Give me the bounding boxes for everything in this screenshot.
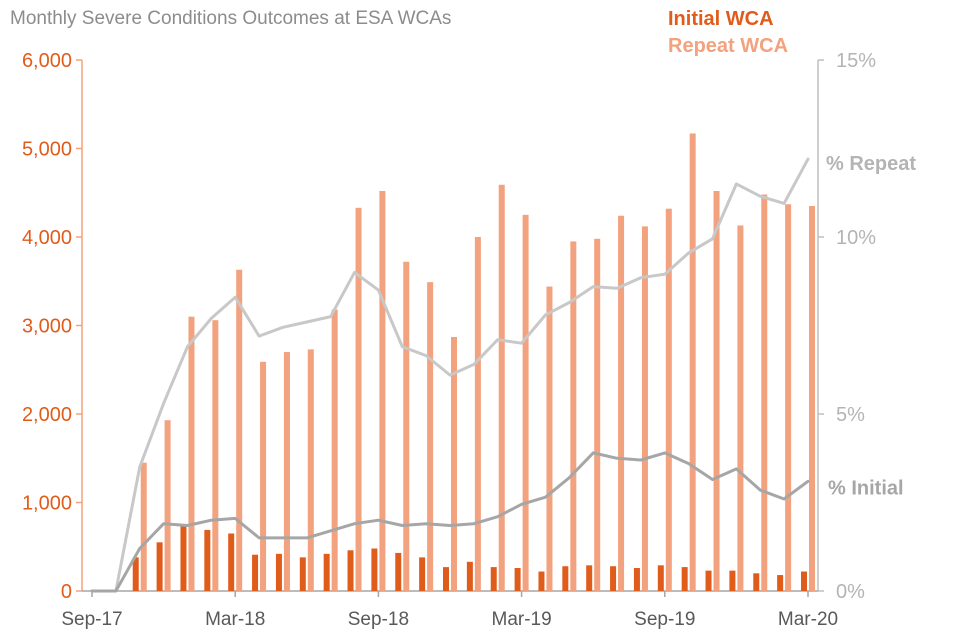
initial-wca-bar [204, 529, 211, 591]
repeat-wca-bar [546, 286, 553, 591]
x-tick-label: Sep-18 [348, 609, 409, 630]
percent-initial-label: % Initial [828, 477, 904, 499]
initial-wca-bar [299, 557, 306, 591]
right-tick-label: 10% [836, 227, 876, 249]
repeat-wca-bar [641, 226, 648, 591]
repeat-wca-bar [689, 133, 696, 591]
right-tick-label: 0% [836, 581, 865, 603]
left-tick-label: 2,000 [22, 404, 72, 426]
repeat-wca-bar [164, 420, 171, 591]
repeat-wca-bar [427, 282, 434, 591]
initial-wca-bar [419, 557, 426, 591]
initial-wca-bar [729, 570, 736, 591]
repeat-wca-bar [331, 309, 338, 591]
initial-wca-bar [586, 565, 593, 591]
initial-wca-bar [443, 567, 449, 591]
initial-wca-bar [132, 557, 139, 591]
left-tick-label: 5,000 [22, 139, 72, 161]
initial-wca-bar [633, 567, 640, 591]
repeat-bars [140, 133, 815, 592]
repeat-wca-bar [355, 207, 362, 592]
initial-bars [132, 526, 807, 591]
initial-wca-bar [705, 570, 712, 591]
initial-wca-bar [538, 571, 545, 591]
left-tick-label: 4,000 [22, 227, 72, 249]
left-tick-label: 3,000 [22, 316, 72, 338]
initial-wca-bar [323, 553, 330, 591]
initial-wca-bar [180, 526, 187, 591]
left-tick-label: 0 [61, 581, 72, 603]
repeat-wca-bar [713, 190, 720, 592]
legend-repeat-wca: Repeat WCA [668, 35, 789, 57]
initial-wca-bar [395, 552, 402, 591]
x-tick-label: Sep-17 [61, 609, 122, 630]
initial-wca-bar [347, 550, 354, 591]
repeat-wca-bar [618, 215, 625, 591]
right-tick-label: 15% [836, 50, 876, 72]
right-tick-label: 5% [836, 404, 865, 426]
repeat-wca-bar [761, 194, 768, 591]
repeat-wca-bar [379, 190, 386, 592]
repeat-wca-bar [594, 238, 601, 591]
percent-initial-line [90, 451, 810, 593]
repeat-wca-bar [212, 320, 219, 591]
tick-labels: 0 1,000 2,000 3,000 4,000 5,000 6,000 0% 5% 10% 15… [22, 50, 916, 630]
percent-repeat-label: % Repeat [826, 153, 916, 175]
initial-wca-bar [371, 548, 378, 591]
initial-wca-bar [681, 567, 688, 591]
x-tick-label: Sep-19 [634, 609, 695, 630]
left-tick-label: 6,000 [22, 50, 72, 72]
repeat-wca-bar [785, 204, 792, 591]
repeat-wca-bar [403, 261, 410, 591]
initial-wca-bar [275, 553, 282, 591]
initial-wca-bar [514, 567, 521, 591]
repeat-wca-bar [809, 206, 815, 591]
initial-wca-bar [156, 542, 163, 591]
repeat-wca-bar [236, 269, 243, 591]
x-tick-label: Mar-20 [778, 609, 838, 630]
repeat-wca-bar [498, 184, 505, 591]
repeat-wca-bar [737, 225, 744, 591]
initial-wca-bar [562, 566, 569, 591]
chart-title: Monthly Severe Conditions Outcomes at ES… [10, 8, 452, 29]
repeat-wca-bar [283, 352, 290, 591]
initial-wca-bar [777, 575, 784, 591]
initial-wca-bar [490, 567, 497, 591]
repeat-wca-bar [188, 316, 195, 591]
initial-wca-bar [252, 554, 259, 591]
repeat-wca-bar [522, 214, 529, 591]
left-tick-label: 1,000 [22, 493, 72, 515]
initial-wca-bar [801, 571, 807, 591]
legend-initial-wca: Initial WCA [668, 8, 774, 30]
repeat-wca-bar [474, 237, 481, 591]
initial-wca-bar [466, 561, 473, 591]
x-tick-label: Mar-19 [492, 609, 552, 630]
initial-wca-bar [610, 566, 617, 591]
repeat-wca-bar [140, 462, 147, 591]
repeat-wca-bar [451, 337, 457, 591]
axes [76, 59, 824, 597]
repeat-wca-bar [570, 241, 577, 592]
percent-lines [90, 157, 810, 593]
initial-wca-bar [228, 533, 235, 591]
repeat-wca-bar [307, 349, 314, 591]
repeat-wca-bar [260, 361, 267, 591]
initial-wca-bar [657, 565, 664, 591]
x-tick-label: Mar-18 [205, 609, 265, 630]
percent-repeat-line [90, 157, 810, 593]
repeat-wca-bar [665, 208, 672, 591]
initial-wca-bar [753, 573, 760, 591]
